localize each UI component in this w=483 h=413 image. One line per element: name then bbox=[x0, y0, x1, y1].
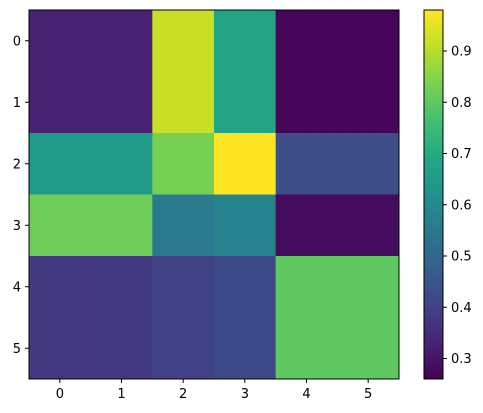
heatmap-cell bbox=[29, 10, 92, 72]
heatmap-cell bbox=[152, 10, 215, 72]
heatmap-cell bbox=[275, 71, 338, 134]
heatmap-cells bbox=[29, 10, 400, 380]
heatmap-cell bbox=[90, 10, 153, 72]
heatmap-cell bbox=[29, 256, 92, 318]
heatmap-cell bbox=[337, 71, 400, 134]
y-axis: 0 1 2 3 4 5 bbox=[13, 34, 29, 357]
heatmap-cell bbox=[29, 194, 92, 257]
x-tick-label: 2 bbox=[179, 387, 187, 402]
heatmap-cell bbox=[152, 256, 215, 318]
heatmap-cell bbox=[337, 194, 400, 257]
heatmap-cell bbox=[337, 317, 400, 380]
heatmap-cell bbox=[152, 71, 215, 134]
colorbar-tick-label: 0.7 bbox=[451, 147, 472, 162]
colorbar-tick-label: 0.3 bbox=[451, 352, 472, 367]
heatmap-cell bbox=[152, 133, 215, 195]
colorbar-tick-label: 0.9 bbox=[451, 45, 472, 60]
plot-frame bbox=[28, 9, 400, 380]
heatmap-cell bbox=[214, 10, 277, 72]
heatmap-cell bbox=[275, 317, 338, 380]
heatmap-cell bbox=[90, 256, 153, 318]
x-tick-label: 5 bbox=[364, 387, 372, 402]
heatmap-cell bbox=[90, 194, 153, 257]
heatmap-cell bbox=[29, 71, 92, 134]
heatmap-cell bbox=[90, 71, 153, 134]
heatmap-cell bbox=[275, 194, 338, 257]
x-tick-label: 3 bbox=[241, 387, 249, 402]
colorbar bbox=[423, 9, 444, 380]
heatmap-cell bbox=[152, 194, 215, 257]
y-tick-label: 4 bbox=[13, 280, 21, 295]
y-tick-label: 0 bbox=[13, 34, 21, 49]
heatmap-cell bbox=[214, 133, 277, 195]
heatmap-cell bbox=[214, 317, 277, 380]
colorbar-tick-label: 0.6 bbox=[451, 198, 472, 213]
heatmap-cell bbox=[152, 317, 215, 380]
heatmap-cell bbox=[29, 317, 92, 380]
heatmap-cell bbox=[337, 10, 400, 72]
x-tick-label: 1 bbox=[117, 387, 125, 402]
y-tick-label: 3 bbox=[13, 219, 21, 234]
y-tick-label: 1 bbox=[13, 96, 21, 111]
heatmap-cell bbox=[29, 133, 92, 195]
heatmap-cell bbox=[90, 133, 153, 195]
colorbar-tick-label: 0.4 bbox=[451, 301, 472, 316]
x-axis: 0 1 2 3 4 5 bbox=[56, 379, 372, 402]
heatmap-cell bbox=[275, 133, 338, 195]
heatmap-cell bbox=[337, 133, 400, 195]
heatmap-cell bbox=[214, 194, 277, 257]
colorbar-tick-label: 0.8 bbox=[451, 96, 472, 111]
colorbar-axis: 0.3 0.4 0.5 0.6 0.7 0.8 0.9 bbox=[443, 45, 472, 367]
heatmap-cell bbox=[275, 256, 338, 318]
y-tick-label: 5 bbox=[13, 342, 21, 357]
y-tick-label: 2 bbox=[13, 157, 21, 172]
heatmap-cell bbox=[214, 71, 277, 134]
heatmap-cell bbox=[275, 10, 338, 72]
x-tick-label: 4 bbox=[302, 387, 310, 402]
heatmap-cell bbox=[214, 256, 277, 318]
heatmap-cell bbox=[90, 317, 153, 380]
x-tick-label: 0 bbox=[56, 387, 64, 402]
colorbar-tick-label: 0.5 bbox=[451, 250, 472, 265]
heatmap-cell bbox=[337, 256, 400, 318]
